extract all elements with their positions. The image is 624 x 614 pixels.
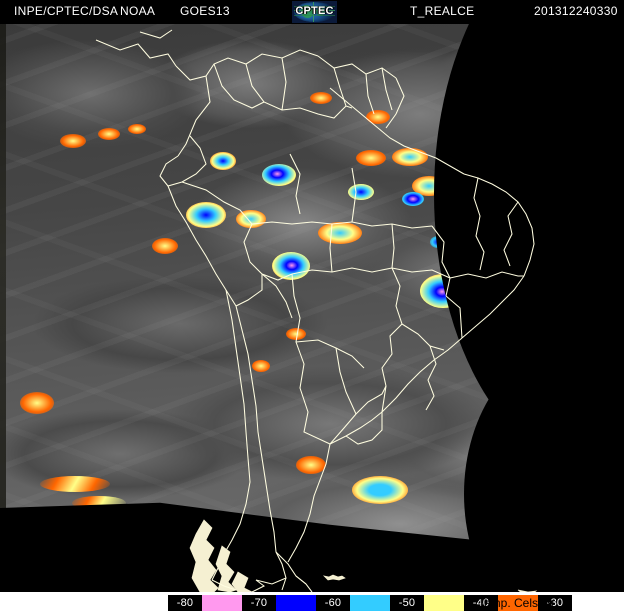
convective-cell	[60, 134, 86, 148]
convective-cell	[402, 192, 424, 206]
convective-cell	[356, 150, 386, 166]
convective-cell	[98, 128, 120, 140]
convective-cell	[348, 184, 374, 200]
convective-cell	[352, 476, 408, 504]
convective-cell	[20, 392, 54, 414]
geopolitical-overlay	[95, 29, 538, 592]
legend-label: -70	[242, 595, 276, 611]
southern-cone-night-borders	[211, 551, 313, 592]
legend-bar: -80 -70 -60 -50 -40 -30 Temp. Celsius	[0, 592, 624, 614]
island-specks	[322, 574, 538, 592]
convective-cell	[366, 110, 390, 124]
legend-swatch-blue	[276, 595, 316, 611]
country-borders	[95, 29, 535, 585]
header-bar: INPE/CPTEC/DSA NOAA GOES13 CPTEC T_REALC…	[0, 0, 624, 24]
convective-cell	[286, 328, 306, 340]
legend-swatch-orange	[498, 595, 538, 611]
satellite-image	[0, 24, 624, 592]
legend-label: -30	[538, 595, 572, 611]
convective-cell	[296, 456, 326, 474]
legend-label: -50	[390, 595, 424, 611]
header-timestamp-label: 201312240330	[534, 4, 618, 18]
globe-meridian-icon	[313, 2, 314, 22]
convective-cell	[252, 360, 270, 372]
convective-cell	[128, 124, 146, 134]
globe-gridline-lower-icon	[294, 15, 335, 16]
globe-landmass-icon	[301, 5, 313, 18]
globe-equator-icon	[294, 10, 335, 11]
header-provider-label: NOAA	[120, 4, 156, 18]
legend-units-label: Temp. Celsius	[478, 596, 554, 610]
legend-swatch-cyan	[350, 595, 390, 611]
legend-swatch-pink	[202, 595, 242, 611]
globe-gridline-icon	[294, 6, 335, 7]
convective-cell	[152, 238, 178, 254]
header-satellite-label: GOES13	[180, 4, 230, 18]
image-left-edge	[0, 24, 6, 592]
convective-cell	[272, 252, 310, 280]
convective-cell	[186, 202, 226, 228]
header-agency-label: INPE/CPTEC/DSA	[14, 4, 119, 18]
legend-swatch-yellow	[424, 595, 464, 611]
logo-text: CPTEC	[295, 5, 334, 17]
legend-label: -60	[316, 595, 350, 611]
legend-label: -80	[168, 595, 202, 611]
temperature-color-scale: -80 -70 -60 -50 -40 -30	[168, 595, 572, 611]
patagonia-landmass	[189, 519, 253, 592]
header-product-label: T_REALCE	[410, 4, 475, 18]
legend-label: -40	[464, 595, 498, 611]
convective-cell	[40, 476, 110, 492]
convective-cell	[210, 152, 236, 170]
cptec-globe-logo: CPTEC	[292, 1, 337, 23]
globe-landmass-secondary-icon	[316, 7, 325, 16]
convective-cell	[318, 222, 362, 244]
convective-cell	[262, 164, 296, 186]
convective-cell	[310, 92, 332, 104]
convective-cell	[392, 148, 428, 166]
